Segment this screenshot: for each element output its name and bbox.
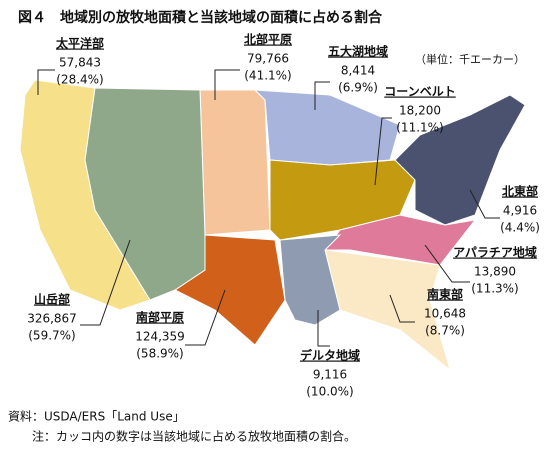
region-value: 10,648 [424,307,466,321]
region-value: 326,867 [27,312,77,326]
note: 注：カッコ内の数字は当該地域に占める放牧地面積の割合。 [32,429,356,444]
region-name: 太平洋部 [56,36,104,51]
leader-line [374,117,392,186]
leader-line [185,289,226,346]
region [324,214,477,266]
source: 資料：USDA/ERS「Land Use」 [8,410,185,424]
region [279,234,342,326]
leader-line [214,69,240,100]
region-name: 北東部 [502,184,538,199]
region-value: 9,116 [313,368,347,382]
region-name: 南東部 [427,287,463,302]
region-name: コーンベルト [384,85,455,99]
region-value: 124,359 [135,330,185,344]
region-value: 57,843 [59,56,101,70]
region-name: 南部平原 [136,310,184,325]
region-share: (41.1%) [244,69,291,83]
region-name: デルタ地域 [300,348,360,363]
region-share: (28.4%) [56,73,103,87]
leader-line [314,81,330,110]
leader-line [37,69,55,95]
region-value: 18,200 [399,104,441,118]
region-share: (59.7%) [28,329,75,343]
leader-line [317,310,330,347]
region-value: 13,890 [474,265,516,279]
region [394,94,526,226]
unit-note: （単位：千エーカー） [415,52,525,66]
region-name: アパラチア地域 [453,245,537,260]
region-share: (11.1%) [396,121,443,135]
leader-line [424,244,470,283]
region-name: 山岳部 [34,292,70,307]
title: 図４ 地域別の放牧地面積と当該地域の面積に占める割合 [18,9,383,26]
region-share: (6.9%) [338,81,378,95]
region-value: 8,414 [341,64,375,78]
region-share: (8.7%) [425,324,465,338]
region-share: (4.4%) [500,221,540,235]
region [199,89,271,236]
region-share: (10.0%) [306,385,353,399]
region-name: 五大湖地域 [328,44,388,59]
region-value: 4,916 [503,204,537,218]
region-value: 79,766 [247,52,289,66]
leader-line [389,294,415,323]
leader-line [469,189,500,219]
region-share: (11.3%) [471,282,518,296]
region-share: (58.9%) [136,347,183,361]
region-name: 北部平原 [244,32,292,47]
leader-line [80,239,131,326]
region [84,87,206,301]
